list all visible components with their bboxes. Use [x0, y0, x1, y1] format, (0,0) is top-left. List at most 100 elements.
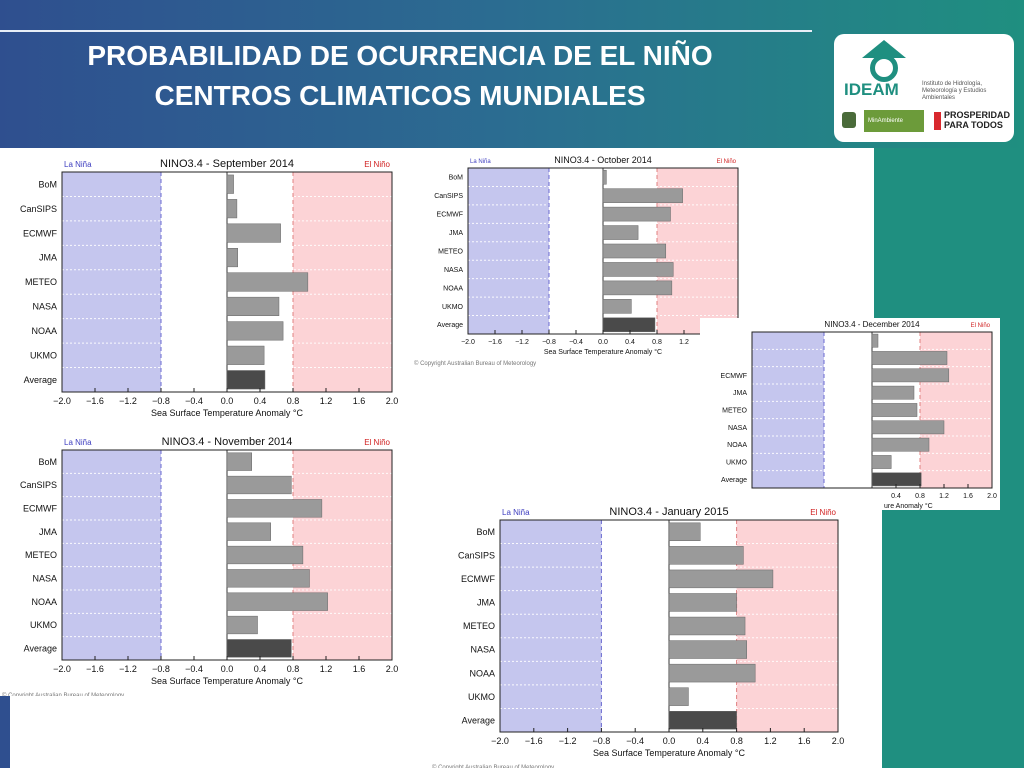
bar-ecmwf [226, 223, 281, 243]
x-tick-label: 1.6 [353, 396, 366, 406]
bar-nasa [668, 640, 747, 659]
category-label-bom: BoM [38, 179, 57, 189]
category-label-jma: JMA [733, 390, 747, 397]
header-rule [0, 30, 812, 32]
category-label-average: Average [462, 715, 495, 725]
colombia-seal-icon [842, 112, 856, 128]
bar-noaa [668, 663, 756, 683]
bar-jma [226, 248, 238, 268]
x-tick-label: −2.0 [461, 339, 475, 346]
category-label-bom: BoM [476, 527, 495, 537]
chart-title: NINO3.4 - January 2015 [609, 506, 728, 518]
chart-january-2015: BoM CanSIPS ECMWF JMA METEO NASA NOAA UKMO Avera… [430, 498, 882, 768]
x-axis-label: ure Anomaly °C [884, 502, 933, 510]
prosperity-slogan: PROSPERIDAD PARA TODOS [934, 110, 1010, 132]
x-tick-label: −1.6 [86, 396, 104, 406]
category-label-ecmwf: ECMWF [437, 212, 463, 219]
logo-name: IDEAM [844, 80, 899, 99]
bar-bom [226, 452, 252, 471]
category-label-ukmo: UKMO [442, 304, 464, 311]
bar-nasa [871, 420, 945, 435]
x-axis-label: Sea Surface Temperature Anomaly °C [593, 748, 746, 758]
x-tick-label: −0.4 [185, 664, 203, 674]
x-tick-label: 0.4 [891, 493, 901, 500]
chart-december-2014: ECMWF JMA METEO NASA NOAA UKMO Average 0.4 0.8 1.… [700, 318, 1000, 510]
bar-meteo [226, 272, 309, 292]
house-icon [862, 40, 906, 58]
category-label-nasa: NASA [444, 267, 463, 274]
bar-ukmo [226, 345, 265, 365]
bar-cansips [668, 546, 744, 565]
x-tick-label: −2.0 [491, 736, 509, 746]
category-label-ukmo: UKMO [726, 459, 748, 466]
x-tick-label: 1.2 [679, 339, 689, 346]
x-tick-label: −0.8 [542, 339, 556, 346]
copyright-note: © Copyright Australian Bureau of Meteoro… [2, 692, 124, 696]
category-label-noaa: NOAA [31, 326, 57, 336]
bar-meteo [668, 616, 746, 636]
x-tick-label: 0.8 [287, 396, 300, 406]
la-nina-zone [500, 520, 602, 732]
x-tick-label: −0.4 [626, 736, 644, 746]
bar-bom [602, 169, 607, 185]
x-tick-label: −0.8 [593, 736, 611, 746]
category-label-meteo: METEO [25, 550, 57, 560]
logo-subtitle: Instituto de Hidrología, Meteorología y … [922, 81, 987, 101]
title-line-2: CENTROS CLIMATICOS MUNDIALES [154, 80, 646, 111]
category-label-jma: JMA [449, 230, 463, 237]
category-label-meteo: METEO [722, 407, 747, 414]
category-label-average: Average [437, 322, 463, 329]
x-tick-label: 0.4 [625, 339, 635, 346]
el-nino-zone [293, 172, 392, 392]
category-label-ukmo: UKMO [468, 692, 495, 702]
x-tick-label: 0.0 [598, 339, 608, 346]
bar-ecmwf [871, 368, 950, 383]
x-tick-label: 1.2 [320, 396, 333, 406]
el-nino-label: El Niño [810, 508, 836, 517]
category-label-ecmwf: ECMWF [461, 574, 495, 584]
x-tick-label: −1.6 [488, 339, 502, 346]
x-tick-label: −2.0 [53, 664, 71, 674]
bar-noaa [226, 321, 284, 341]
category-label-ecmwf: ECMWF [721, 373, 747, 380]
swirl-icon [870, 54, 898, 82]
chart-title: NINO3.4 - September 2014 [160, 158, 294, 170]
x-tick-label: 0.4 [254, 664, 267, 674]
bar-cansips [602, 188, 683, 203]
bar-meteo [602, 243, 667, 259]
x-axis-label: Sea Surface Temperature Anomaly °C [151, 408, 304, 418]
x-tick-label: 2.0 [987, 493, 997, 500]
chart-november-2014: BoM CanSIPS ECMWF JMA METEO NASA NOAA UKMO Avera… [0, 428, 412, 696]
x-tick-label: 1.6 [353, 664, 366, 674]
la-nina-label: La Niña [502, 508, 530, 517]
category-label-jma: JMA [477, 598, 495, 608]
category-label-bom: BoM [38, 457, 57, 467]
bar-bom [668, 522, 701, 541]
bar-cansips [226, 475, 292, 495]
x-tick-label: 0.8 [652, 339, 662, 346]
bar-ukmo [668, 687, 689, 706]
x-tick-label: −2.0 [53, 396, 71, 406]
bar-bom [871, 333, 879, 348]
x-tick-label: 2.0 [386, 396, 399, 406]
x-tick-label: 0.8 [915, 493, 925, 500]
category-label-nasa: NASA [728, 425, 747, 432]
bar-ecmwf [226, 499, 323, 518]
x-tick-label: 0.0 [663, 736, 676, 746]
bar-average [668, 711, 737, 730]
category-label-noaa: NOAA [443, 285, 463, 292]
x-tick-label: 2.0 [386, 664, 399, 674]
category-label-noaa: NOAA [469, 668, 495, 678]
bar-average [602, 317, 656, 333]
bar-jma [226, 522, 271, 541]
x-tick-label: −1.2 [119, 396, 137, 406]
category-label-meteo: METEO [463, 621, 495, 631]
x-tick-label: 0.4 [697, 736, 710, 746]
category-label-cansips: CanSIPS [434, 193, 463, 200]
bar-ukmo [602, 299, 632, 314]
la-nina-label: La Niña [470, 159, 491, 165]
category-label-ecmwf: ECMWF [23, 228, 57, 238]
x-tick-label: −0.8 [152, 396, 170, 406]
bar-nasa [226, 569, 310, 588]
bar-jma [602, 225, 639, 240]
